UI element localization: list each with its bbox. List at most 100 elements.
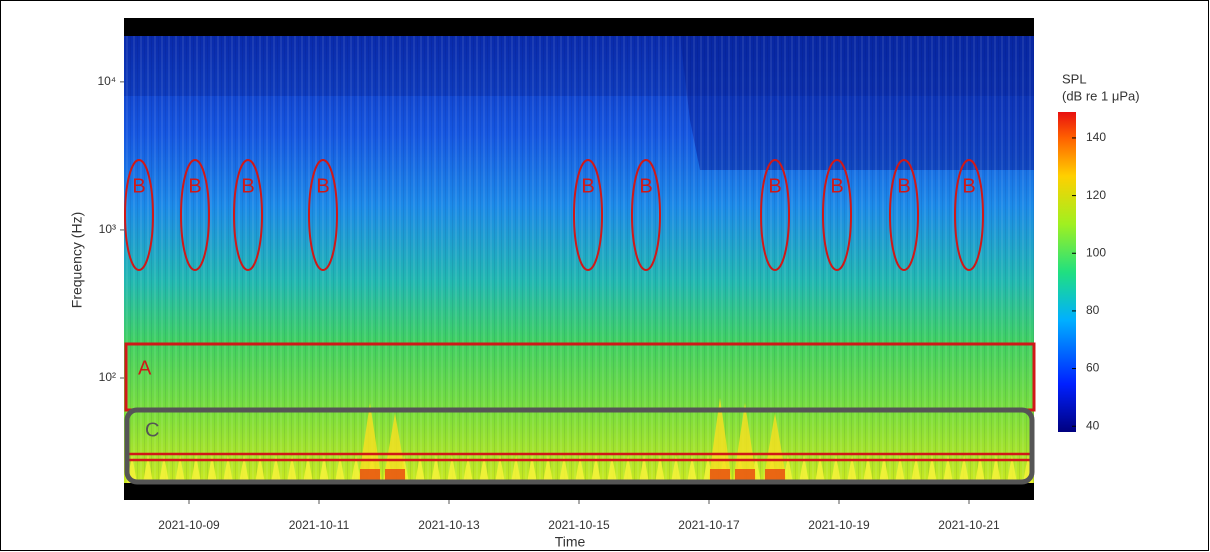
colorbar-title: SPL (1062, 71, 1087, 86)
burst (559, 455, 569, 483)
burst (575, 455, 585, 483)
annotation-label: B (768, 175, 781, 197)
burst (708, 398, 732, 483)
x-tick-label: 2021-10-19 (808, 518, 870, 532)
burst (623, 455, 633, 483)
y-tick-label: 10³ (99, 222, 116, 236)
annotation-label: B (241, 175, 254, 197)
colorbar-tick-label: 120 (1086, 188, 1106, 202)
burst (543, 455, 553, 483)
burst (447, 455, 457, 483)
black-band (124, 483, 1034, 500)
burst (733, 403, 757, 483)
burst (159, 455, 169, 483)
y-tick-label: 10⁴ (97, 74, 116, 88)
burst (879, 455, 889, 483)
annotation-ellipse (180, 159, 210, 271)
colorbar-tick-label: 100 (1086, 245, 1106, 259)
annotation-ellipse (760, 159, 790, 271)
burst (415, 455, 425, 483)
burst (207, 455, 217, 483)
burst (271, 455, 281, 483)
x-tick-label: 2021-10-21 (938, 518, 1000, 532)
burst (655, 455, 665, 483)
annotation-ellipse (308, 159, 338, 271)
annotation-ellipse (954, 159, 984, 271)
burst (911, 455, 921, 483)
burst (927, 455, 937, 483)
burst (175, 455, 185, 483)
black-band (124, 18, 1034, 36)
annotation-label: B (188, 175, 201, 197)
burst (687, 455, 697, 483)
annotation-label: C (145, 419, 159, 441)
burst (335, 455, 345, 483)
annotation-ellipse (573, 159, 603, 271)
burst (763, 413, 787, 483)
annotation-label: B (830, 175, 843, 197)
x-tick-label: 2021-10-17 (678, 518, 740, 532)
burst (991, 455, 1001, 483)
burst (591, 455, 601, 483)
burst (895, 455, 905, 483)
burst (831, 455, 841, 483)
colorbar (1058, 112, 1076, 432)
burst (239, 455, 249, 483)
x-tick-label: 2021-10-09 (158, 518, 220, 532)
burst (959, 455, 969, 483)
burst (495, 455, 505, 483)
burst (255, 455, 265, 483)
burst (143, 455, 153, 483)
burst (303, 455, 313, 483)
annotation-label: B (639, 175, 652, 197)
burst (943, 455, 953, 483)
burst (383, 413, 407, 483)
burst (1007, 455, 1017, 483)
annotation-label: B (897, 175, 910, 197)
burst (799, 455, 809, 483)
burst (639, 455, 649, 483)
burst-core (360, 469, 380, 481)
burst (815, 455, 825, 483)
burst (223, 455, 233, 483)
annotation-ellipse (631, 159, 661, 271)
x-tick-label: 2021-10-11 (289, 518, 350, 532)
burst (847, 455, 857, 483)
annotation-ellipse (124, 159, 154, 271)
burst (511, 455, 521, 483)
y-tick-label: 10² (99, 370, 116, 384)
annotation-label: B (581, 175, 594, 197)
burst (351, 455, 361, 483)
burst (319, 455, 329, 483)
annotation-label: B (316, 175, 329, 197)
burst (431, 455, 441, 483)
annotation-label: A (138, 357, 152, 379)
annotation-ellipse (889, 159, 919, 271)
annotation-box (124, 407, 1035, 485)
burst (358, 403, 382, 483)
x-axis-label: Time (555, 534, 586, 550)
burst (287, 455, 297, 483)
burst-core (710, 469, 730, 481)
burst (479, 455, 489, 483)
y-axis-label: Frequency (Hz) (69, 212, 85, 308)
annotation-label: B (132, 175, 145, 197)
burst-core (385, 469, 405, 481)
x-tick-label: 2021-10-13 (418, 518, 480, 532)
burst-core (765, 469, 785, 481)
burst (863, 455, 873, 483)
burst (671, 455, 681, 483)
annotation-ellipse (233, 159, 263, 271)
annotation-ellipse (822, 159, 852, 271)
burst (975, 455, 985, 483)
x-tick-label: 2021-10-15 (548, 518, 610, 532)
burst-core (735, 469, 755, 481)
burst (607, 455, 617, 483)
colorbar-tick-label: 60 (1086, 361, 1100, 375)
colorbar-tick-label: 40 (1086, 418, 1100, 432)
colorbar-tick-label: 80 (1086, 303, 1100, 317)
colorbar-tick-label: 140 (1086, 130, 1106, 144)
burst (191, 455, 201, 483)
burst (463, 455, 473, 483)
